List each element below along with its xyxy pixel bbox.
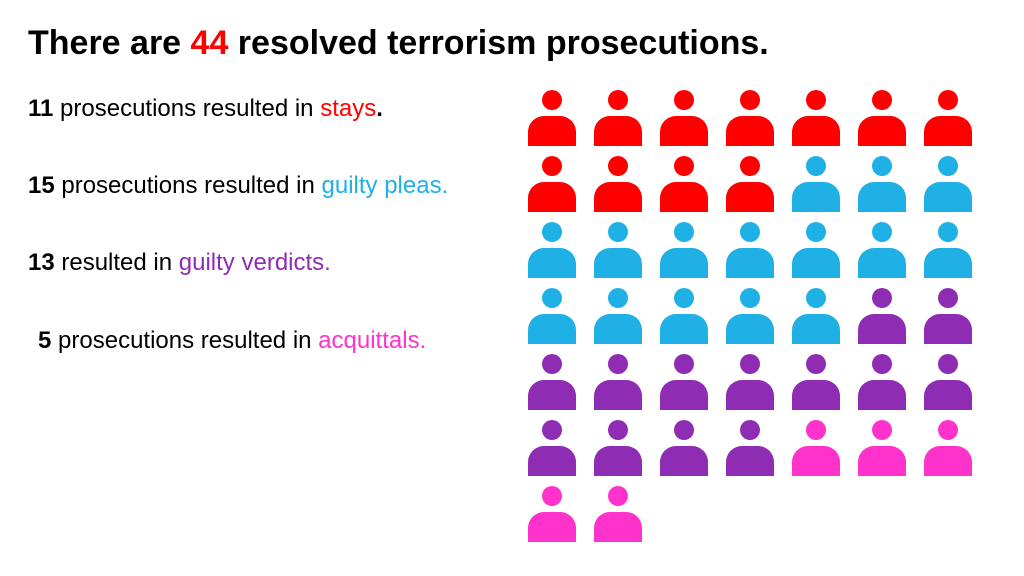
- stat-label: stays: [320, 95, 376, 122]
- person-icon: [657, 90, 711, 146]
- stat-guilty-pleas: 15 prosecutions resulted in guilty pleas…: [28, 170, 458, 201]
- person-icon: [855, 420, 909, 476]
- person-icon: [789, 420, 843, 476]
- person-icon: [591, 486, 645, 542]
- page-title: There are 44 resolved terrorism prosecut…: [28, 24, 996, 63]
- stat-mid: prosecutions resulted in: [51, 327, 318, 354]
- stat-stays: 11 prosecutions resulted in stays.: [28, 93, 458, 124]
- person-icon: [921, 420, 975, 476]
- stat-trail: .: [376, 95, 383, 122]
- person-icon: [921, 354, 975, 410]
- person-icon: [591, 288, 645, 344]
- stat-label: acquittals.: [318, 327, 426, 354]
- person-icon: [921, 90, 975, 146]
- person-icon: [657, 288, 711, 344]
- person-icon: [921, 222, 975, 278]
- stat-count: 5: [38, 327, 51, 354]
- title-suffix: resolved terrorism prosecutions.: [228, 24, 768, 62]
- pictograph-grid: [525, 90, 975, 542]
- person-icon: [525, 354, 579, 410]
- title-prefix: There are: [28, 24, 191, 62]
- stat-label: guilty verdicts: [179, 249, 324, 276]
- person-icon: [591, 354, 645, 410]
- person-icon: [591, 222, 645, 278]
- person-icon: [855, 90, 909, 146]
- person-icon: [525, 156, 579, 212]
- person-icon: [723, 222, 777, 278]
- person-icon: [921, 288, 975, 344]
- stats-column: 11 prosecutions resulted in stays. 15 pr…: [28, 93, 458, 356]
- person-icon: [855, 288, 909, 344]
- person-icon: [657, 156, 711, 212]
- person-icon: [789, 288, 843, 344]
- stat-mid: prosecutions resulted in: [55, 172, 322, 199]
- person-icon: [723, 354, 777, 410]
- title-number: 44: [191, 24, 229, 62]
- person-icon: [723, 90, 777, 146]
- person-icon: [591, 90, 645, 146]
- person-icon: [789, 156, 843, 212]
- person-icon: [525, 288, 579, 344]
- stat-mid: resulted in: [55, 249, 179, 276]
- person-icon: [591, 156, 645, 212]
- person-icon: [657, 354, 711, 410]
- stat-count: 11: [28, 95, 53, 122]
- person-icon: [657, 222, 711, 278]
- person-icon: [525, 420, 579, 476]
- person-icon: [525, 486, 579, 542]
- person-icon: [921, 156, 975, 212]
- person-icon: [855, 222, 909, 278]
- stat-label: guilty pleas.: [322, 172, 449, 199]
- stat-count: 15: [28, 172, 55, 199]
- person-icon: [723, 156, 777, 212]
- stat-acquittals: 5 prosecutions resulted in acquittals.: [28, 325, 458, 356]
- person-icon: [789, 354, 843, 410]
- person-icon: [855, 156, 909, 212]
- stat-guilty-verdicts: 13 resulted in guilty verdicts.: [28, 247, 458, 278]
- stat-count: 13: [28, 249, 55, 276]
- person-icon: [525, 222, 579, 278]
- person-icon: [723, 288, 777, 344]
- stat-trail: .: [324, 249, 331, 276]
- person-icon: [855, 354, 909, 410]
- person-icon: [789, 90, 843, 146]
- person-icon: [789, 222, 843, 278]
- person-icon: [723, 420, 777, 476]
- person-icon: [657, 420, 711, 476]
- person-icon: [591, 420, 645, 476]
- person-icon: [525, 90, 579, 146]
- stat-mid: prosecutions resulted in: [53, 95, 320, 122]
